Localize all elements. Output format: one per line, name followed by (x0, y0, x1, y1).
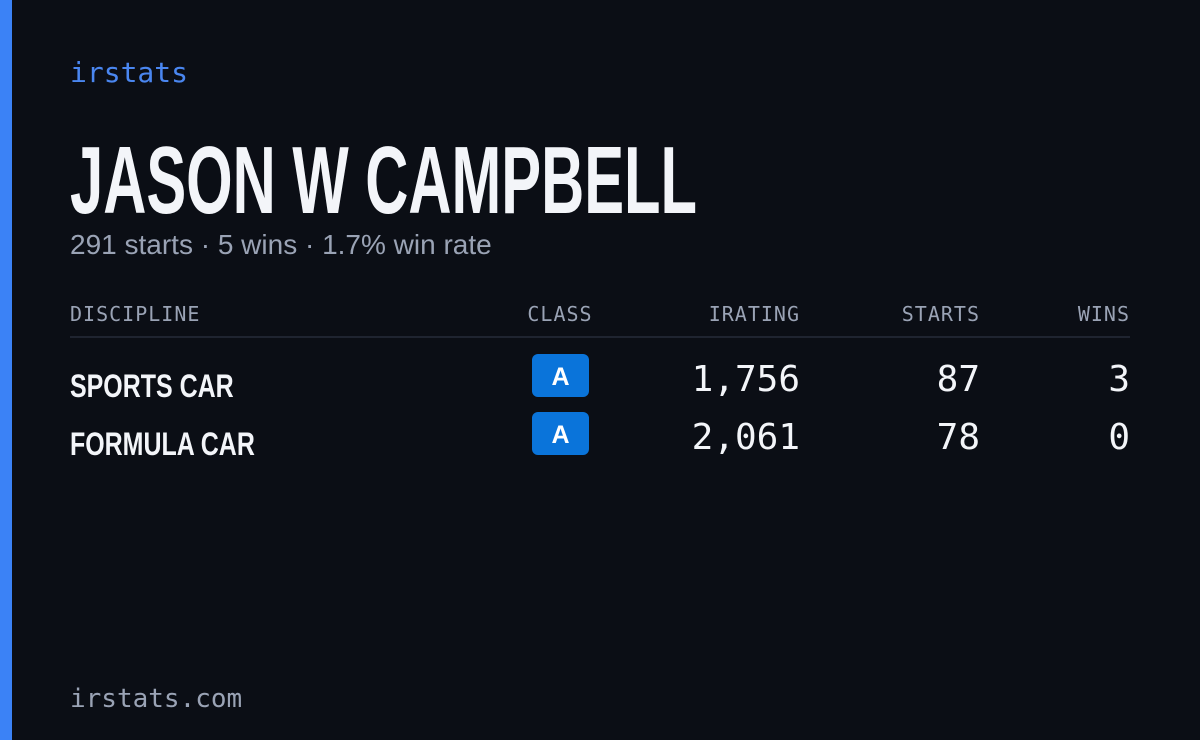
brand: irstats (70, 56, 188, 89)
rows: SPORTS CAR A 1,756 87 3 FORMULA CAR A 2,061 78 0 (70, 354, 1130, 462)
header-class: CLASS (527, 302, 592, 326)
wins: 0 (1108, 417, 1130, 458)
class-badge (532, 412, 589, 455)
starts: 87 (937, 359, 980, 400)
starts: 78 (937, 417, 980, 458)
irating: 1,756 (692, 359, 800, 400)
discipline: SPORTS CAR (70, 368, 234, 404)
irating: 2,061 (692, 417, 800, 458)
header-wins: WINS (1078, 302, 1130, 326)
summary: 291 starts · 5 wins · 1.7% win rate (70, 229, 492, 260)
player-name: JASON W CAMPBELL (70, 127, 697, 234)
class-badge (532, 354, 589, 397)
header-starts: STARTS (902, 302, 980, 326)
class-letter: A (551, 421, 569, 449)
header-discipline: DISCIPLINE (70, 302, 200, 326)
header-irating: IRATING (709, 302, 800, 326)
accent-bar (0, 0, 12, 740)
class-letter: A (551, 363, 569, 391)
footer: irstats.com (70, 684, 242, 714)
wins: 3 (1108, 359, 1130, 400)
discipline: FORMULA CAR (70, 426, 255, 462)
